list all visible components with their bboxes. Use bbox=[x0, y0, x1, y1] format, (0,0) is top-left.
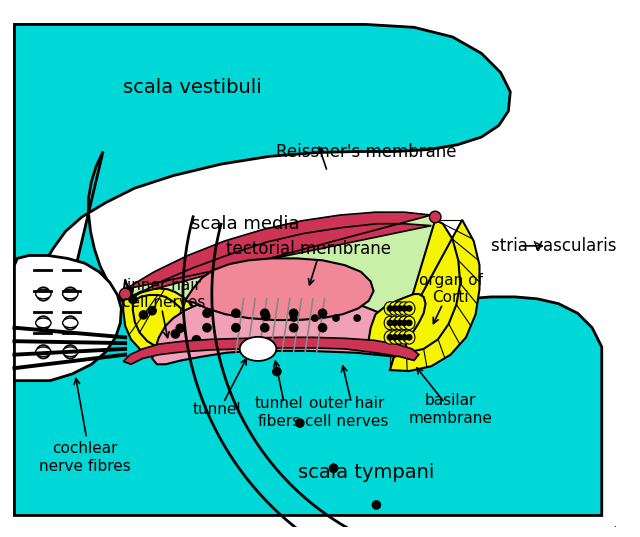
Text: Reissner's membrane: Reissner's membrane bbox=[276, 143, 456, 162]
Polygon shape bbox=[125, 212, 431, 299]
Circle shape bbox=[260, 323, 269, 332]
Circle shape bbox=[63, 345, 77, 359]
Ellipse shape bbox=[36, 318, 51, 328]
Circle shape bbox=[124, 286, 134, 295]
Circle shape bbox=[396, 305, 403, 312]
Text: tectorial membrane: tectorial membrane bbox=[226, 240, 390, 258]
FancyBboxPatch shape bbox=[0, 3, 621, 533]
Ellipse shape bbox=[389, 331, 401, 344]
Text: scala tympani: scala tympani bbox=[298, 463, 434, 482]
Circle shape bbox=[231, 308, 241, 318]
Circle shape bbox=[295, 418, 305, 428]
Circle shape bbox=[290, 314, 298, 322]
Polygon shape bbox=[390, 220, 479, 371]
Text: organ of
Corti: organ of Corti bbox=[419, 273, 483, 306]
Circle shape bbox=[396, 334, 403, 340]
Circle shape bbox=[392, 320, 398, 326]
Ellipse shape bbox=[389, 316, 401, 330]
Circle shape bbox=[406, 305, 413, 312]
Ellipse shape bbox=[63, 289, 78, 299]
Circle shape bbox=[406, 320, 413, 326]
Circle shape bbox=[175, 323, 185, 333]
Polygon shape bbox=[369, 294, 426, 354]
Text: scala vestibuli: scala vestibuli bbox=[123, 77, 262, 97]
Circle shape bbox=[311, 314, 319, 322]
Circle shape bbox=[231, 323, 241, 332]
Ellipse shape bbox=[36, 289, 51, 299]
Polygon shape bbox=[124, 337, 419, 364]
Circle shape bbox=[317, 323, 327, 332]
Circle shape bbox=[387, 305, 394, 312]
Circle shape bbox=[202, 323, 212, 332]
Circle shape bbox=[387, 320, 394, 326]
Circle shape bbox=[36, 287, 50, 301]
Circle shape bbox=[171, 329, 180, 339]
Ellipse shape bbox=[389, 302, 401, 315]
Polygon shape bbox=[15, 24, 510, 347]
Ellipse shape bbox=[240, 337, 276, 361]
Ellipse shape bbox=[63, 347, 78, 357]
Ellipse shape bbox=[36, 347, 51, 357]
Circle shape bbox=[63, 287, 77, 301]
Ellipse shape bbox=[384, 302, 396, 315]
Circle shape bbox=[429, 211, 441, 223]
Ellipse shape bbox=[399, 316, 410, 330]
Ellipse shape bbox=[394, 316, 405, 330]
Circle shape bbox=[401, 305, 408, 312]
Text: stria vascularis: stria vascularis bbox=[491, 237, 616, 255]
Ellipse shape bbox=[384, 331, 396, 344]
Circle shape bbox=[332, 314, 340, 322]
Circle shape bbox=[387, 334, 394, 340]
Ellipse shape bbox=[394, 302, 405, 315]
Ellipse shape bbox=[403, 331, 415, 344]
Circle shape bbox=[63, 316, 77, 330]
Polygon shape bbox=[15, 256, 122, 381]
Circle shape bbox=[261, 311, 271, 321]
Ellipse shape bbox=[403, 302, 415, 315]
Circle shape bbox=[401, 334, 408, 340]
Ellipse shape bbox=[384, 316, 396, 330]
Circle shape bbox=[139, 310, 148, 320]
Text: cochlear
nerve fibres: cochlear nerve fibres bbox=[39, 441, 131, 474]
Circle shape bbox=[147, 306, 157, 316]
Circle shape bbox=[128, 294, 138, 304]
Circle shape bbox=[396, 320, 403, 326]
Polygon shape bbox=[152, 295, 406, 364]
Circle shape bbox=[392, 305, 398, 312]
Circle shape bbox=[120, 288, 131, 300]
Ellipse shape bbox=[399, 302, 410, 315]
Circle shape bbox=[289, 323, 298, 332]
Polygon shape bbox=[124, 280, 204, 359]
Circle shape bbox=[353, 314, 361, 322]
Text: tunnel: tunnel bbox=[193, 402, 241, 417]
Text: scala media: scala media bbox=[191, 215, 300, 233]
Circle shape bbox=[289, 308, 298, 318]
Polygon shape bbox=[185, 258, 374, 320]
Ellipse shape bbox=[63, 318, 78, 328]
Circle shape bbox=[260, 308, 269, 318]
Polygon shape bbox=[125, 214, 452, 349]
Text: outer hair
cell nerves: outer hair cell nerves bbox=[305, 396, 388, 429]
Ellipse shape bbox=[403, 316, 415, 330]
Circle shape bbox=[202, 308, 212, 318]
Circle shape bbox=[272, 367, 282, 376]
Circle shape bbox=[317, 308, 327, 318]
Text: tunnel
fibers: tunnel fibers bbox=[255, 396, 303, 429]
Circle shape bbox=[392, 334, 398, 340]
Circle shape bbox=[401, 320, 408, 326]
Polygon shape bbox=[15, 151, 602, 516]
Circle shape bbox=[36, 316, 50, 330]
Ellipse shape bbox=[394, 331, 405, 344]
Circle shape bbox=[191, 335, 201, 345]
Circle shape bbox=[372, 500, 381, 510]
Circle shape bbox=[406, 334, 413, 340]
Circle shape bbox=[36, 345, 50, 359]
Text: basilar
membrane: basilar membrane bbox=[409, 393, 493, 426]
Text: inner hair
cell nerves: inner hair cell nerves bbox=[122, 278, 205, 310]
Ellipse shape bbox=[399, 331, 410, 344]
Circle shape bbox=[329, 463, 339, 473]
